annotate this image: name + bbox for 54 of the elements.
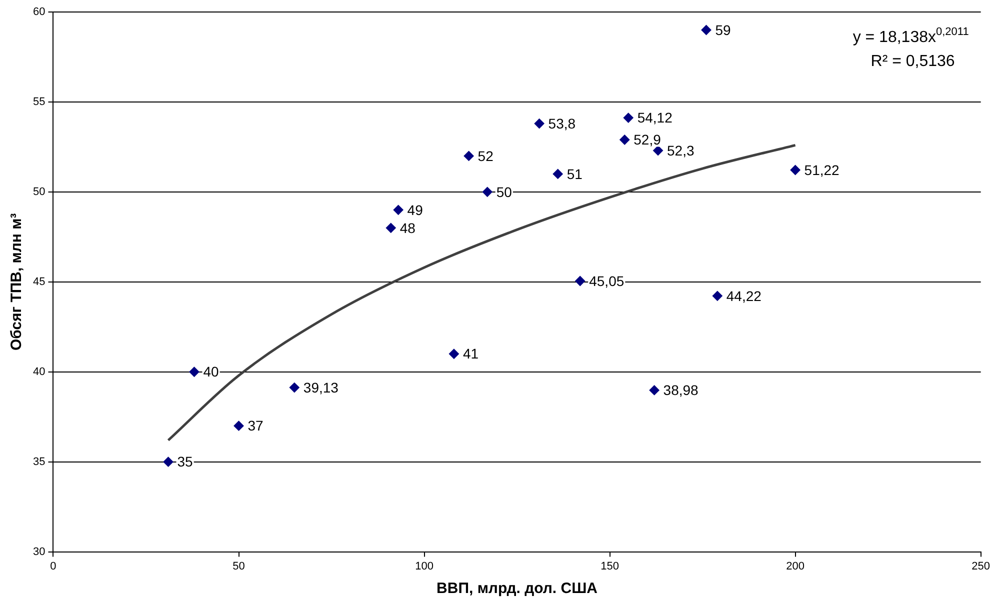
data-label: 41 xyxy=(462,346,479,362)
y-axis-title: Обсяг ТПВ, млн м³ xyxy=(8,213,26,351)
point xyxy=(653,146,664,156)
point xyxy=(649,385,660,396)
data-label: 45,05 xyxy=(589,272,624,289)
data-label: 50 xyxy=(496,184,512,200)
x-tick-label: 100 xyxy=(415,560,434,572)
point xyxy=(575,276,586,286)
x-tick-label: 200 xyxy=(786,560,804,572)
data-label: 37 xyxy=(248,418,264,434)
point xyxy=(712,290,722,301)
y-tick-label: 35 xyxy=(32,456,46,468)
annotation: R² = 0,5136 xyxy=(870,53,955,70)
x-tick-label: 250 xyxy=(972,560,990,572)
point xyxy=(163,456,174,467)
x-tick-label: 150 xyxy=(600,560,619,572)
data-label: 53,8 xyxy=(548,115,576,132)
y-tick-label: 50 xyxy=(32,186,46,198)
data-label: 51,22 xyxy=(804,162,840,178)
data-label: 52 xyxy=(478,148,494,164)
x-tick-label: 0 xyxy=(50,560,56,572)
y-tick-label: 30 xyxy=(32,546,46,558)
data-label: 54,12 xyxy=(637,110,673,126)
data-label: 49 xyxy=(407,202,424,218)
point xyxy=(482,186,492,197)
data-label: 52,3 xyxy=(667,142,694,158)
data-label: 48 xyxy=(400,220,416,236)
point xyxy=(464,150,474,161)
data-label: 35 xyxy=(177,454,194,470)
point xyxy=(393,204,404,215)
point xyxy=(701,24,712,35)
data-label: 40 xyxy=(203,364,220,380)
data-label: 52,9 xyxy=(634,132,662,148)
point xyxy=(386,222,396,233)
point xyxy=(289,382,300,393)
data-label: 39,13 xyxy=(303,379,339,396)
x-axis-title: ВВП, млрд. дол. США xyxy=(436,580,598,598)
point xyxy=(620,134,630,145)
point xyxy=(534,118,544,129)
data-label: 38,98 xyxy=(663,382,699,398)
point xyxy=(790,164,800,175)
y-tick-label: 45 xyxy=(32,276,46,288)
y-tick-label: 60 xyxy=(32,6,46,18)
data-label: 44,22 xyxy=(726,288,762,304)
y-tick-label: 55 xyxy=(32,96,46,108)
point xyxy=(189,366,200,377)
point xyxy=(552,168,563,179)
data-label: 59 xyxy=(715,22,732,38)
x-tick-label: 50 xyxy=(232,560,245,572)
point xyxy=(448,348,459,359)
y-tick-label: 40 xyxy=(32,366,46,378)
point xyxy=(234,420,244,431)
data-label: 51 xyxy=(566,166,583,182)
point xyxy=(623,112,634,123)
